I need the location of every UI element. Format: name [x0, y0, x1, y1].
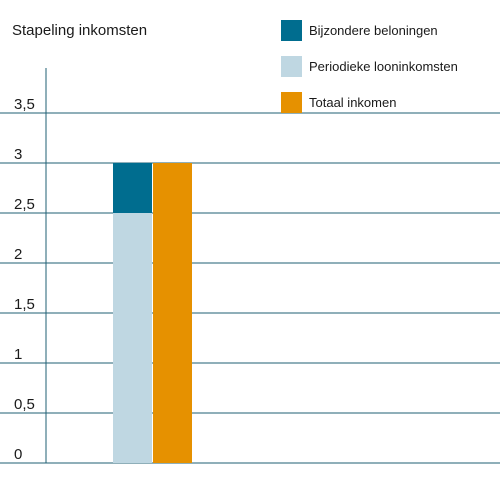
y-tick-label: 2,5 [14, 196, 35, 213]
y-tick-label: 3,5 [14, 96, 35, 113]
legend-item-periodieke-looninkomsten: Periodieke looninkomsten [281, 56, 458, 77]
legend-item-totaal-inkomen: Totaal inkomen [281, 92, 458, 113]
bar-segment-bijzondere-beloningen [113, 163, 152, 213]
y-tick-label: 0,5 [14, 396, 35, 413]
legend-label: Periodieke looninkomsten [309, 59, 458, 74]
legend-swatch [281, 20, 302, 41]
legend-swatch [281, 56, 302, 77]
bar-segment-periodieke-looninkomsten [113, 213, 152, 463]
chart-title: Stapeling inkomsten [12, 22, 148, 39]
y-tick-label: 2 [14, 246, 22, 263]
legend-label: Totaal inkomen [309, 95, 397, 110]
legend-swatch [281, 92, 302, 113]
bar-segment-totaal-inkomen [153, 163, 192, 463]
y-tick-label: 0 [14, 446, 22, 463]
legend-label: Bijzondere beloningen [309, 23, 438, 38]
y-tick-label: 3 [14, 146, 22, 163]
y-tick-label: 1 [14, 346, 22, 363]
legend: Bijzondere beloningen Periodieke loonink… [281, 20, 458, 128]
y-tick-label: 1,5 [14, 296, 35, 313]
legend-item-bijzondere-beloningen: Bijzondere beloningen [281, 20, 458, 41]
